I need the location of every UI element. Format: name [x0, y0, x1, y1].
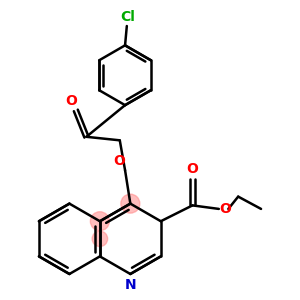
Circle shape — [90, 212, 110, 231]
Text: O: O — [219, 202, 231, 216]
Circle shape — [92, 231, 108, 247]
Text: N: N — [124, 278, 136, 292]
Text: O: O — [113, 154, 125, 169]
Circle shape — [121, 194, 140, 213]
Text: O: O — [66, 94, 77, 108]
Text: O: O — [187, 162, 198, 176]
Text: Cl: Cl — [120, 10, 135, 24]
